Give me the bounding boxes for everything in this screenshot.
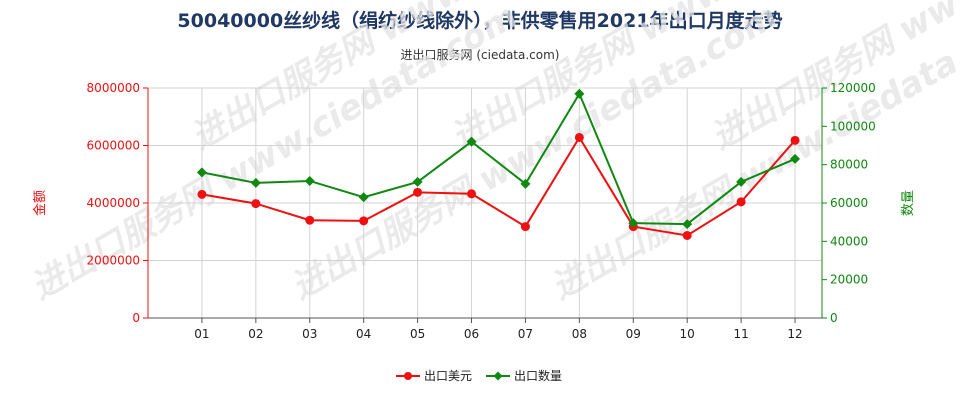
data-point-qty [628,218,639,229]
x-tick-label: 08 [572,327,587,341]
y-right-tick-label: 40000 [830,234,868,248]
y-right-tick-label: 80000 [830,158,868,172]
x-tick-label: 10 [680,327,695,341]
legend-label: 出口美元 [424,369,472,383]
data-point-usd [467,189,477,199]
chart-subtitle: 进出口服务网 (ciedata.com) [400,48,560,62]
data-point-usd [197,189,207,199]
y-left-axis-title: 金额 [32,190,48,216]
series-layer [196,88,801,240]
legend: 出口美元 出口数量 [396,368,562,383]
data-point-usd [682,230,692,240]
data-point-usd [413,187,423,197]
y-right-axis-title: 数量 [901,190,916,216]
series-line-qty [201,91,796,226]
x-tick-label: 09 [626,327,641,341]
data-point-qty [682,219,693,230]
data-point-qty [790,153,801,164]
data-point-qty [412,176,423,187]
x-tick-label: 05 [410,327,425,341]
y-right-tick-label: 60000 [830,196,868,210]
data-point-usd [574,132,584,142]
y-left-tick-label: 8000000 [87,81,140,95]
x-tick-label: 12 [787,327,802,341]
y-right-tick-label: 100000 [830,119,876,133]
data-point-usd [736,197,746,207]
x-tick-label: 11 [733,327,748,341]
data-point-usd [305,215,315,225]
legend-marker-circle [404,372,412,380]
data-point-qty [574,88,585,99]
data-point-usd [359,216,369,226]
data-point-qty [250,177,261,188]
x-tick-label: 06 [464,327,479,341]
data-point-qty [736,176,747,187]
y-left-tick-label: 4000000 [87,196,140,210]
series-line-usd [201,135,796,237]
x-tick-label: 02 [248,327,263,341]
data-point-qty [196,167,207,178]
x-tick-label: 03 [302,327,317,341]
x-tick-label: 01 [194,327,209,341]
data-point-qty [466,136,477,147]
y-right-tick-label: 120000 [830,81,876,95]
data-point-usd [790,135,800,145]
data-point-qty [520,178,531,189]
y-right-tick-label: 0 [830,311,838,325]
y-right-tick-label: 20000 [830,273,868,287]
axes: 0 2000000 4000000 6000000 8000000 0 20000 40000… [32,81,916,341]
y-left-tick-label: 0 [132,311,140,325]
y-left-tick-label: 2000000 [87,254,140,268]
x-tick-label: 04 [356,327,371,341]
data-point-qty [304,175,315,186]
data-point-usd [251,199,261,209]
data-point-qty [358,192,369,203]
chart-title: 50040000丝纱线（绢纺纱线除外），非供零售用2021年出口月度走势 [177,10,783,32]
y-left-tick-label: 6000000 [87,139,140,153]
legend-label: 出口数量 [514,368,562,383]
data-point-usd [520,222,530,232]
x-tick-label: 07 [518,327,533,341]
legend-marker-diamond [493,371,503,381]
